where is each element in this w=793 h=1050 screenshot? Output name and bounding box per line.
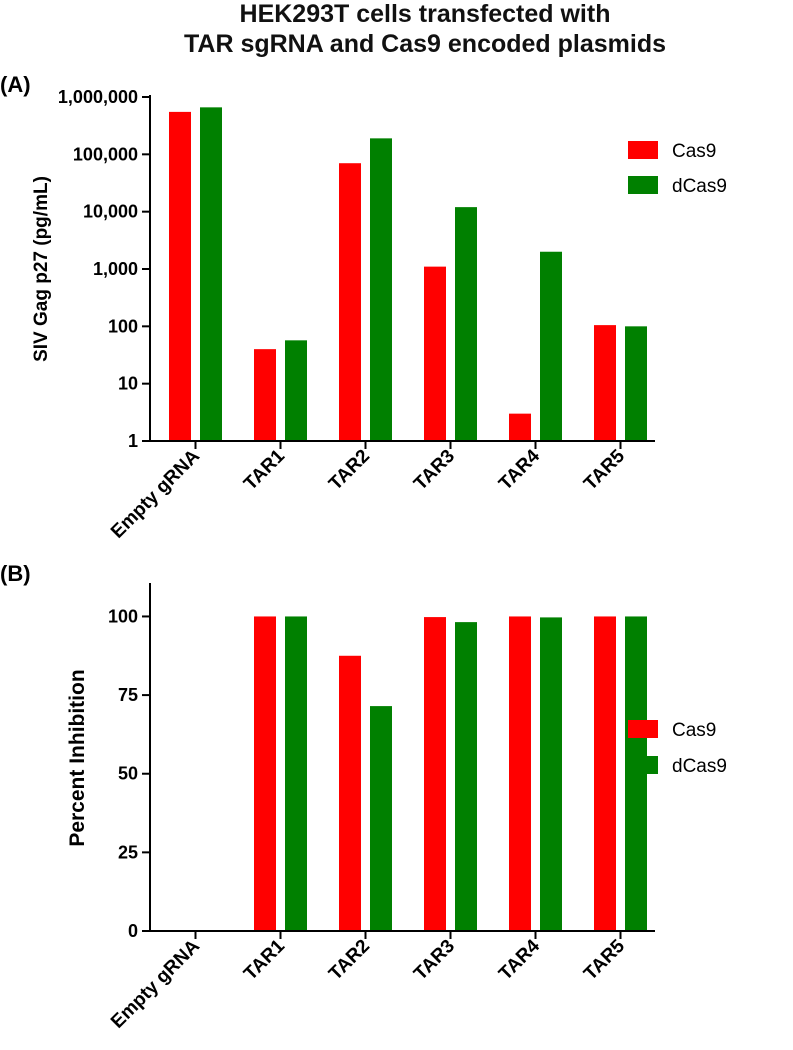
bar-dcas9-empty-grna xyxy=(200,107,222,442)
bar-cas9-tar3 xyxy=(424,617,446,931)
figure-title-line-2: TAR sgRNA and Cas9 encoded plasmids xyxy=(184,30,666,58)
x-tick-label: Empty gRNA xyxy=(107,445,204,542)
figure-title-line-1: HEK293T cells transfected with xyxy=(240,0,611,28)
bar-dcas9-tar2 xyxy=(370,138,392,442)
x-tick-label: TAR2 xyxy=(325,446,374,495)
legend-label-cas9: Cas9 xyxy=(672,141,716,162)
y-tick-label: 100 xyxy=(108,316,138,336)
bar-cas9-tar4 xyxy=(509,413,531,441)
bar-dcas9-tar4 xyxy=(540,251,562,441)
legend-swatch-dcas9 xyxy=(628,176,658,194)
y-axis-title: Percent Inhibition xyxy=(66,669,89,846)
bar-cas9-tar1 xyxy=(254,349,276,441)
x-tick-label: TAR4 xyxy=(495,935,544,984)
bar-dcas9-tar2 xyxy=(370,706,392,931)
x-tick-label: TAR2 xyxy=(325,936,374,985)
bar-cas9-tar1 xyxy=(254,616,276,931)
bar-cas9-tar5 xyxy=(594,616,616,931)
bar-cas9-tar2 xyxy=(339,163,361,441)
y-tick-label: 25 xyxy=(118,842,138,862)
y-axis-title: SIV Gag p27 (pg/mL) xyxy=(31,176,52,362)
x-tick-label: Empty gRNA xyxy=(107,935,204,1032)
legend-swatch-cas9 xyxy=(628,720,658,738)
panel-label: (B) xyxy=(0,561,31,586)
bar-cas9-tar4 xyxy=(509,616,531,931)
chart-panel-b: (B) 0 25 50 75 100 Empty gRNA TAR1 TAR2 TAR3 TAR4 T… xyxy=(0,561,727,1033)
y-tick-label: 10 xyxy=(118,374,138,394)
y-tick-label: 75 xyxy=(118,685,138,705)
bar-dcas9-tar4 xyxy=(540,617,562,931)
bar-dcas9-tar5 xyxy=(625,326,647,441)
y-tick-label: 1 xyxy=(128,431,138,451)
bar-cas9-tar2 xyxy=(339,655,361,931)
legend-label-dcas9: dCas9 xyxy=(672,756,727,777)
legend-label-dcas9: dCas9 xyxy=(672,176,727,197)
bar-cas9-empty-grna xyxy=(169,111,191,442)
panel-label: (A) xyxy=(0,72,31,97)
bar-dcas9-tar3 xyxy=(455,207,477,441)
bar-dcas9-tar1 xyxy=(285,340,307,441)
bar-dcas9-tar1 xyxy=(285,616,307,931)
x-tick-label: TAR3 xyxy=(410,936,459,985)
y-tick-label: 1,000 xyxy=(93,259,138,279)
x-tick-label: TAR1 xyxy=(240,445,289,494)
y-tick-label: 50 xyxy=(118,764,138,784)
legend-swatch-dcas9 xyxy=(628,756,658,774)
x-tick-label: TAR1 xyxy=(240,935,289,984)
bar-cas9-tar5 xyxy=(594,325,616,441)
y-tick-label: 0 xyxy=(128,921,138,941)
chart-panel-a: (A) 1 10 100 1,000 10,000 100,000 1,000,000 Empt… xyxy=(0,72,727,543)
legend-swatch-cas9 xyxy=(628,141,658,159)
x-tick-label: TAR5 xyxy=(580,445,629,494)
x-tick-label: TAR3 xyxy=(410,446,459,495)
bar-dcas9-tar3 xyxy=(455,622,477,931)
bar-cas9-tar3 xyxy=(424,266,446,441)
legend-label-cas9: Cas9 xyxy=(672,720,716,741)
y-tick-label: 10,000 xyxy=(83,202,138,222)
y-tick-label: 100 xyxy=(108,606,138,626)
x-tick-label: TAR5 xyxy=(580,935,629,984)
x-tick-label: TAR4 xyxy=(495,445,544,494)
y-tick-label: 100,000 xyxy=(73,144,138,164)
y-tick-label: 1,000,000 xyxy=(58,87,138,107)
